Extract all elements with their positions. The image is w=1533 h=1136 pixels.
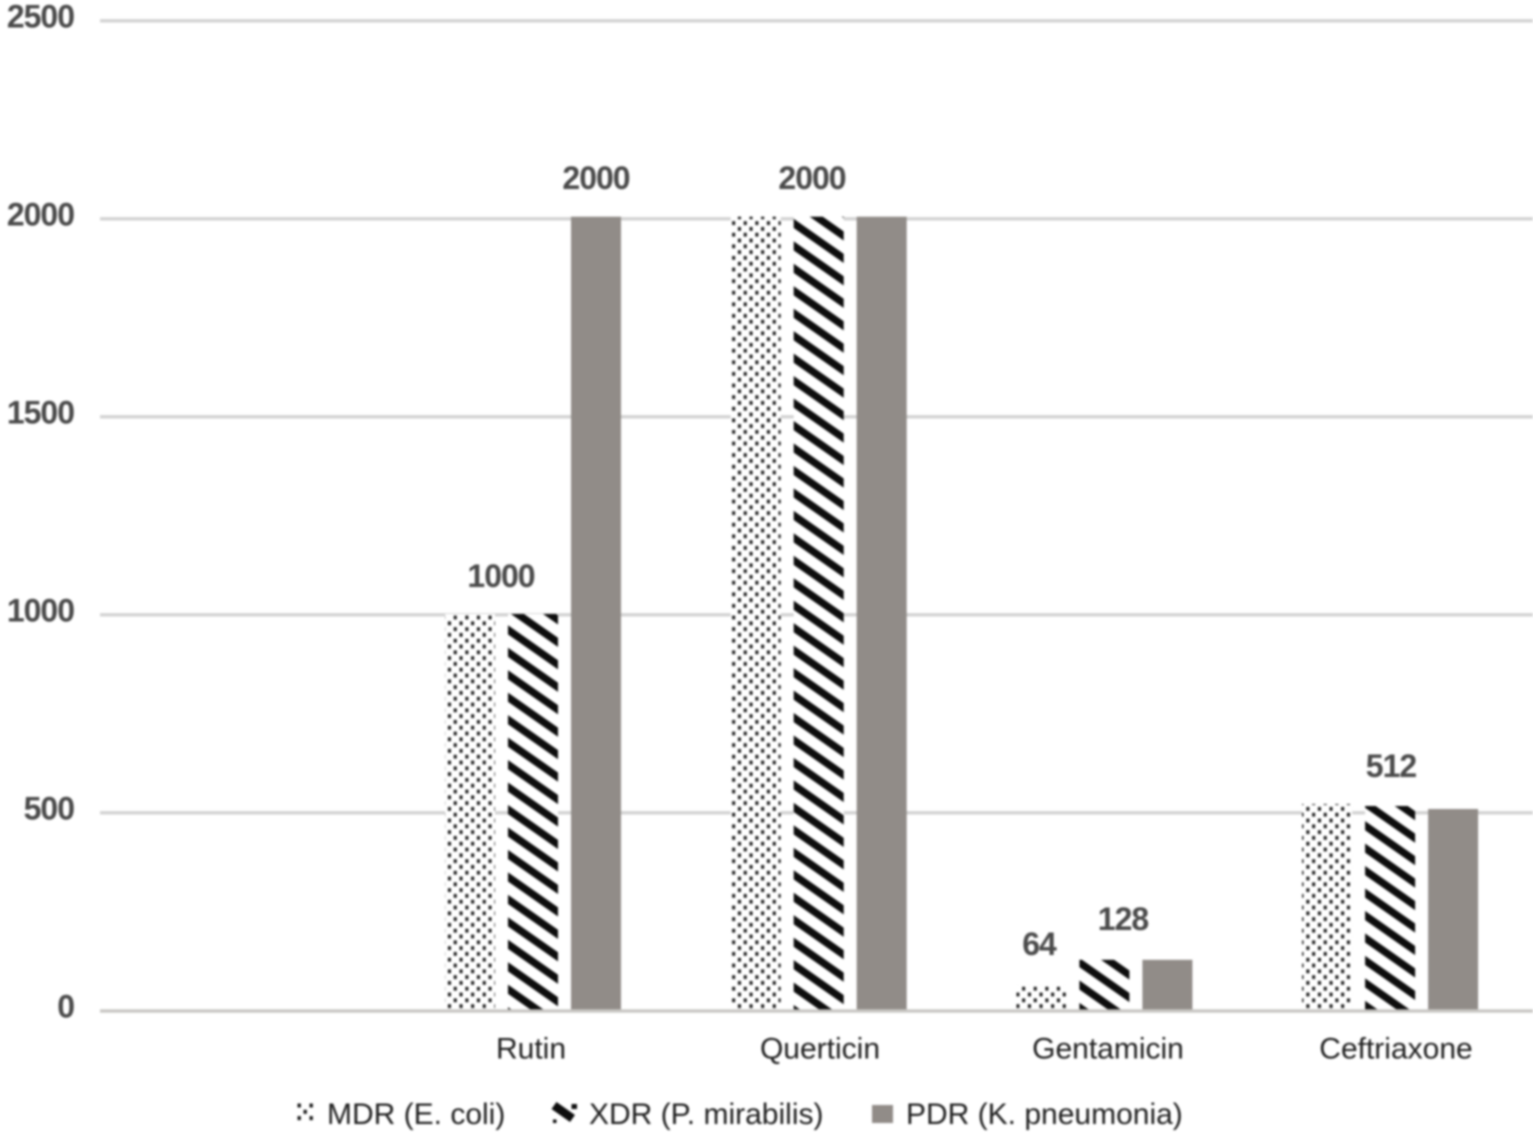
svg-text:0: 0	[57, 989, 74, 1025]
svg-text:Rutin: Rutin	[496, 1033, 566, 1066]
svg-text:Gentamicin: Gentamicin	[1032, 1033, 1184, 1066]
svg-text:64: 64	[1022, 926, 1057, 962]
svg-text:PDR (K. pneumonia): PDR (K. pneumonia)	[906, 1098, 1183, 1131]
svg-text:2500: 2500	[7, 0, 74, 35]
svg-text:1000: 1000	[467, 558, 534, 594]
svg-text:2000: 2000	[778, 160, 845, 196]
svg-text:Querticin: Querticin	[760, 1033, 880, 1066]
svg-text:128: 128	[1098, 901, 1149, 937]
svg-text:500: 500	[24, 791, 75, 827]
svg-text:1000: 1000	[7, 593, 74, 629]
svg-text:2000: 2000	[562, 160, 629, 196]
svg-text:MDR (E. coli): MDR (E. coli)	[327, 1098, 505, 1131]
svg-text:XDR (P. mirabilis): XDR (P. mirabilis)	[589, 1098, 823, 1131]
svg-text:1500: 1500	[7, 395, 74, 431]
svg-text:2000: 2000	[7, 197, 74, 233]
svg-text:512: 512	[1366, 748, 1417, 784]
svg-text:Ceftriaxone: Ceftriaxone	[1319, 1033, 1472, 1066]
